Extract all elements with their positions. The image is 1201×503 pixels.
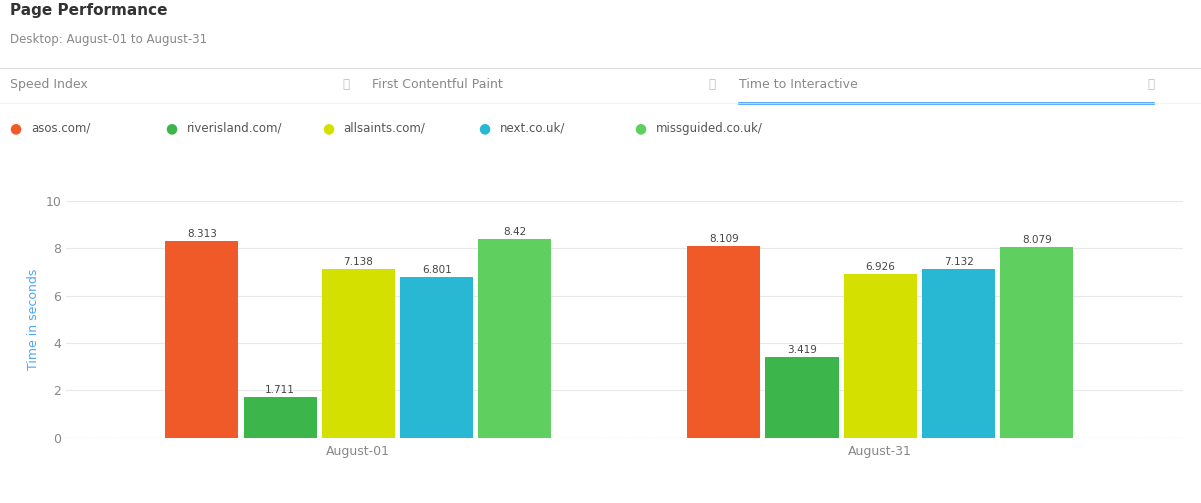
Text: 6.926: 6.926 — [866, 262, 895, 272]
Text: ●: ● — [478, 121, 490, 135]
Bar — [322, 269, 395, 438]
Text: missguided.co.uk/: missguided.co.uk/ — [656, 122, 763, 135]
Text: ⓘ: ⓘ — [1147, 78, 1154, 91]
Text: 8.079: 8.079 — [1022, 235, 1052, 245]
Bar — [244, 397, 317, 438]
Text: Speed Index: Speed Index — [10, 78, 88, 91]
Y-axis label: Time in seconds: Time in seconds — [26, 269, 40, 370]
Text: ●: ● — [10, 121, 22, 135]
Text: 8.42: 8.42 — [503, 227, 526, 236]
Text: Time to Interactive: Time to Interactive — [739, 78, 858, 91]
Text: 1.711: 1.711 — [265, 385, 295, 395]
Text: ●: ● — [166, 121, 178, 135]
Bar — [166, 241, 238, 438]
Text: 8.313: 8.313 — [187, 229, 216, 239]
Text: next.co.uk/: next.co.uk/ — [500, 122, 564, 135]
Text: Desktop: August-01 to August-31: Desktop: August-01 to August-31 — [10, 33, 207, 46]
Text: 6.801: 6.801 — [422, 265, 452, 275]
Bar — [400, 277, 473, 438]
Text: 8.109: 8.109 — [709, 234, 739, 244]
Bar — [844, 274, 916, 438]
Text: allsaints.com/: allsaints.com/ — [343, 122, 425, 135]
Text: First Contentful Paint: First Contentful Paint — [372, 78, 503, 91]
Bar — [922, 269, 996, 438]
Bar — [687, 246, 760, 438]
Bar — [765, 357, 838, 438]
Text: 7.132: 7.132 — [944, 257, 974, 267]
Text: Page Performance: Page Performance — [10, 3, 167, 18]
Bar — [1000, 246, 1074, 438]
Text: ⓘ: ⓘ — [342, 78, 349, 91]
Text: 3.419: 3.419 — [787, 345, 817, 355]
Text: 7.138: 7.138 — [343, 257, 374, 267]
Text: riverisland.com/: riverisland.com/ — [187, 122, 283, 135]
Bar — [478, 238, 551, 438]
Text: ●: ● — [634, 121, 646, 135]
Text: ⓘ: ⓘ — [709, 78, 716, 91]
Text: asos.com/: asos.com/ — [31, 122, 90, 135]
Text: ●: ● — [322, 121, 334, 135]
